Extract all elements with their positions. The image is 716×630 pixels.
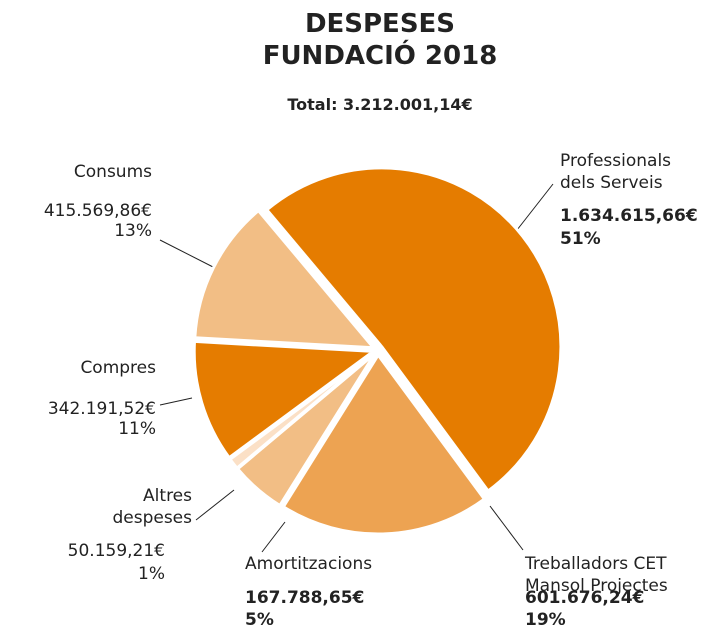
slice-label: Consums [73, 162, 152, 182]
slice-amount: 415.569,86€ [43, 201, 152, 221]
pie-slice [192, 339, 378, 460]
chart-title: DESPESES FUNDACIÓ 2018 [262, 9, 498, 71]
slice-label: Professionals dels Serveis [560, 151, 672, 193]
slice-amount: 167.788,65€ [245, 588, 365, 608]
leader-line [261, 521, 286, 553]
slice-percent: 19% [525, 610, 566, 630]
pie-slice [193, 208, 377, 350]
pie-slice [264, 166, 563, 494]
leader-lines [159, 183, 554, 553]
slice-percent: 51% [560, 229, 601, 249]
pie-slice [281, 352, 487, 536]
slice-amount: 342.191,52€ [47, 399, 156, 419]
slice-amount: 1.634.615,66€ [560, 206, 698, 226]
slice-percent: 13% [114, 221, 152, 241]
slice-label: Altres despeses [112, 486, 192, 528]
slice-percent: 11% [118, 419, 156, 439]
leader-line [516, 183, 554, 231]
leader-line [159, 239, 216, 269]
pie-slice [227, 351, 376, 471]
leader-line [195, 489, 235, 521]
leader-line [489, 505, 524, 551]
slice-amount: 601.676,24€ [525, 588, 645, 608]
slice-percent: 5% [245, 610, 274, 630]
slice-percent: 1% [138, 564, 165, 584]
slice-label: Amortitzacions [245, 554, 373, 574]
leader-line [159, 397, 193, 406]
slice-label: Compres [80, 358, 156, 378]
slice-label: Treballadors CET Mansol Projectes [525, 554, 668, 596]
chart-subtitle: Total: 3.212.001,14€ [287, 95, 473, 114]
slice-amount: 50.159,21€ [67, 541, 165, 561]
